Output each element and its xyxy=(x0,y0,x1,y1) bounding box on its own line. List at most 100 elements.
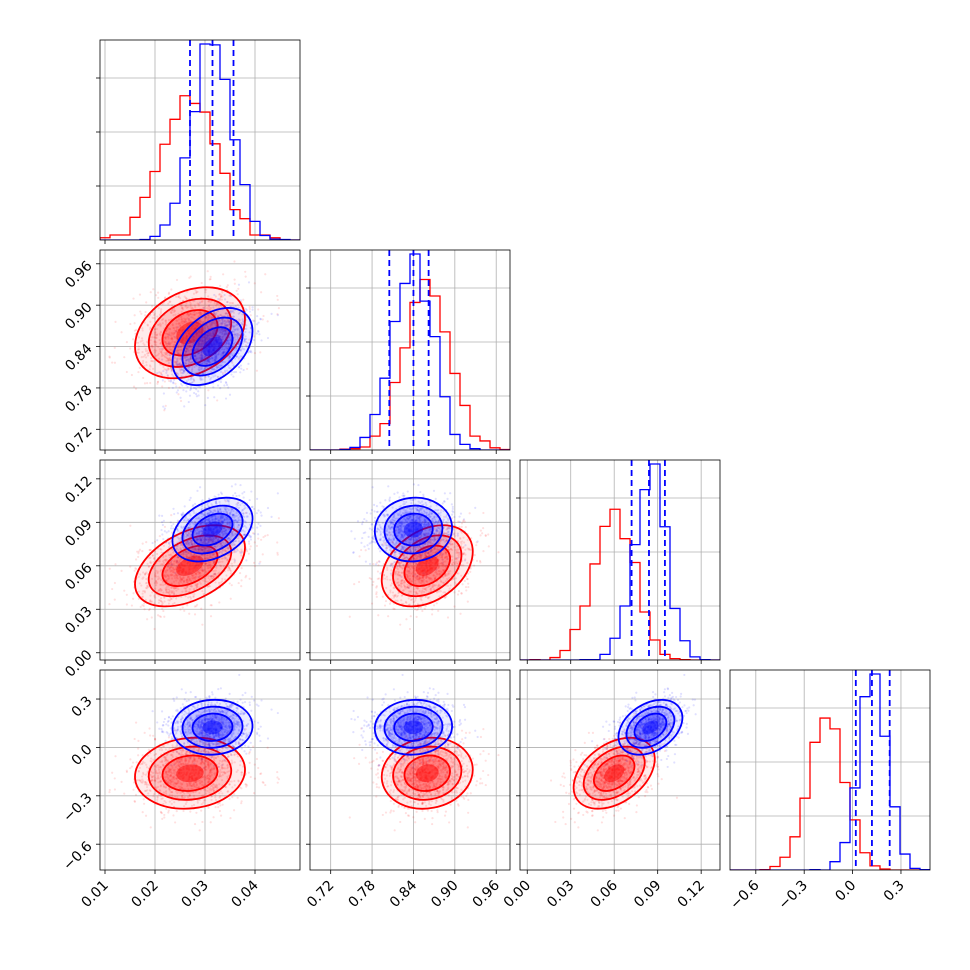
scatter-point xyxy=(241,313,244,316)
scatter-point xyxy=(199,574,202,577)
scatter-point xyxy=(204,563,207,566)
scatter-point xyxy=(150,600,154,603)
scatter-point xyxy=(163,351,166,355)
scatter-point xyxy=(213,302,216,305)
scatter-point xyxy=(201,362,204,366)
scatter-point xyxy=(179,539,183,542)
scatter-point xyxy=(217,493,220,496)
scatter-point xyxy=(180,578,184,581)
scatter-point xyxy=(184,550,188,553)
scatter-point xyxy=(259,560,262,563)
scatter-point xyxy=(171,340,174,343)
scatter-point xyxy=(125,593,128,596)
scatter-point xyxy=(220,353,223,356)
scatter-point xyxy=(159,570,162,573)
scatter-point xyxy=(165,590,168,594)
scatter-point xyxy=(157,296,160,299)
scatter-point xyxy=(214,358,217,361)
scatter-point xyxy=(150,359,153,363)
scatter-point xyxy=(237,581,240,585)
scatter-point xyxy=(206,307,209,310)
scatter-point xyxy=(277,517,280,520)
scatter-point xyxy=(207,375,210,378)
scatter-point xyxy=(405,618,408,621)
scatter-point xyxy=(185,587,188,590)
scatter-point xyxy=(184,305,187,308)
scatter-point xyxy=(225,537,229,540)
scatter-point xyxy=(225,312,228,315)
scatter-point xyxy=(204,542,207,545)
scatter-point xyxy=(182,322,185,326)
scatter-point xyxy=(405,573,409,577)
scatter-point xyxy=(235,355,238,358)
scatter-point xyxy=(213,519,216,522)
scatter-point xyxy=(199,539,202,542)
scatter-point xyxy=(167,327,170,330)
scatter-point xyxy=(230,584,233,587)
scatter-point xyxy=(220,530,223,533)
scatter-point xyxy=(160,318,164,322)
scatter-point xyxy=(168,342,171,345)
scatter-point xyxy=(195,583,198,586)
scatter-point xyxy=(233,561,236,564)
scatter-point xyxy=(186,540,189,543)
scatter-point xyxy=(170,524,173,528)
scatter-point xyxy=(202,542,205,545)
scatter-point xyxy=(240,554,243,557)
scatter-point xyxy=(270,515,273,518)
scatter-point xyxy=(220,322,223,325)
scatter-point xyxy=(206,521,209,524)
scatter-point xyxy=(144,349,148,353)
scatter-point xyxy=(237,537,240,540)
scatter-point xyxy=(149,600,152,603)
scatter-point xyxy=(209,323,212,326)
scatter-point xyxy=(169,337,173,340)
scatter-point xyxy=(186,604,189,607)
scatter-point xyxy=(157,357,161,360)
scatter-point xyxy=(210,316,213,319)
scatter-point xyxy=(179,536,182,540)
scatter-point xyxy=(228,521,231,524)
scatter-point xyxy=(189,303,192,307)
scatter-point xyxy=(199,572,202,575)
scatter-point xyxy=(193,542,196,546)
scatter-point xyxy=(231,325,234,328)
scatter-point xyxy=(179,547,182,550)
scatter-point xyxy=(231,534,234,537)
scatter-point xyxy=(184,362,187,365)
scatter-point xyxy=(208,334,211,337)
scatter-point xyxy=(232,311,235,314)
scatter-point xyxy=(177,362,181,366)
scatter-point xyxy=(206,567,209,570)
scatter-point xyxy=(205,556,208,560)
scatter-point xyxy=(216,509,219,512)
scatter-point xyxy=(236,328,239,332)
scatter-point xyxy=(187,378,190,381)
scatter-point xyxy=(238,356,241,359)
scatter-point xyxy=(231,515,234,518)
scatter-point xyxy=(195,573,198,576)
scatter-point xyxy=(206,362,209,366)
scatter-point xyxy=(200,537,203,540)
scatter-point xyxy=(224,325,227,328)
scatter-point xyxy=(248,499,251,502)
scatter-point xyxy=(208,520,211,523)
scatter-point xyxy=(196,302,199,305)
scatter-point xyxy=(172,327,176,330)
scatter-point xyxy=(154,584,158,587)
scatter-point xyxy=(197,319,200,322)
scatter-point xyxy=(108,356,111,359)
scatter-point xyxy=(155,569,158,572)
scatter-point xyxy=(214,509,217,512)
scatter-point xyxy=(454,548,457,551)
scatter-point xyxy=(179,577,182,581)
scatter-point xyxy=(197,351,201,355)
scatter-point xyxy=(185,541,188,544)
scatter-point xyxy=(235,333,238,336)
scatter-point xyxy=(142,355,145,358)
scatter-point xyxy=(227,499,230,502)
scatter-point xyxy=(232,321,235,324)
scatter-point xyxy=(185,358,188,361)
scatter-point xyxy=(219,541,222,545)
scatter-point xyxy=(204,291,207,294)
